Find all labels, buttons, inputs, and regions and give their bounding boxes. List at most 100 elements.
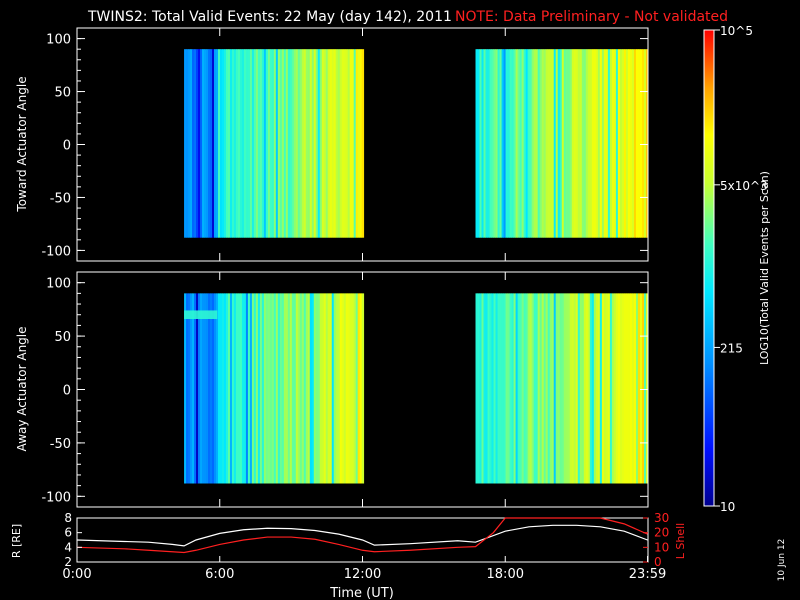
toward-cell <box>527 49 531 238</box>
away-cell <box>583 293 587 484</box>
away-cell <box>589 293 593 484</box>
away-cell <box>579 293 583 484</box>
toward-cell <box>341 49 345 238</box>
away-cell <box>355 293 359 484</box>
toward-cell <box>475 49 478 238</box>
away-cell <box>184 293 187 484</box>
away-ytick-label: 100 <box>46 277 71 292</box>
away-cell <box>200 293 203 484</box>
toward-cell <box>563 49 567 238</box>
away-cell <box>235 293 239 484</box>
away-cell <box>233 293 237 484</box>
away-cell <box>321 293 325 484</box>
toward-cell <box>206 49 209 238</box>
toward-cell <box>545 49 549 238</box>
toward-cell <box>619 49 623 238</box>
away-cell <box>541 293 545 484</box>
toward-cell <box>493 49 496 238</box>
toward-cell <box>335 49 339 238</box>
toward-cell <box>521 49 525 238</box>
away-cell <box>359 293 363 484</box>
away-cell <box>349 293 353 484</box>
toward-cell <box>295 49 299 238</box>
away-cell <box>361 293 365 484</box>
away-cell <box>475 293 478 484</box>
toward-cell <box>345 49 349 238</box>
x-tick-label: 23:59 <box>629 567 666 582</box>
away-cell <box>537 293 541 484</box>
away-cell <box>575 293 579 484</box>
away-cell <box>273 293 277 484</box>
away-cell <box>293 293 297 484</box>
away-cell <box>186 293 189 484</box>
away-cell <box>551 293 555 484</box>
toward-cell <box>333 49 337 238</box>
toward-cell <box>202 49 205 238</box>
toward-ytick-label: -100 <box>41 244 71 259</box>
toward-cell <box>501 49 504 238</box>
away-cell <box>241 293 245 484</box>
toward-cell <box>611 49 615 238</box>
away-cell <box>545 293 549 484</box>
away-panel: 100 50 0 -50 -100 Away Actuator Angle <box>15 271 649 508</box>
away-cell <box>351 293 355 484</box>
toward-cell <box>289 49 293 238</box>
toward-cell <box>221 49 225 238</box>
away-cell <box>303 293 307 484</box>
toward-cell <box>235 49 239 238</box>
away-cell <box>645 293 649 484</box>
away-cell <box>281 293 285 484</box>
toward-cell <box>615 49 619 238</box>
away-cell <box>343 293 347 484</box>
away-cell <box>629 293 633 484</box>
away-cell <box>573 293 577 484</box>
toward-cell <box>541 49 545 238</box>
away-cell <box>627 293 631 484</box>
toward-cell <box>477 49 480 238</box>
away-cell <box>533 293 537 484</box>
toward-cell <box>217 49 221 238</box>
away-cell <box>299 293 303 484</box>
toward-cell <box>255 49 259 238</box>
away-cell <box>277 293 281 484</box>
away-cell <box>585 293 589 484</box>
away-cell <box>591 293 595 484</box>
toward-cell <box>603 49 607 238</box>
toward-cell <box>631 49 635 238</box>
toward-cell <box>339 49 343 238</box>
toward-cell <box>623 49 627 238</box>
away-cell <box>323 293 327 484</box>
toward-cell <box>249 49 253 238</box>
away-cell <box>635 293 639 484</box>
toward-cell <box>489 49 492 238</box>
away-cell <box>225 293 229 484</box>
toward-cell <box>583 49 587 238</box>
toward-cell <box>303 49 307 238</box>
away-cell <box>571 293 575 484</box>
away-cell <box>611 293 615 484</box>
toward-cell <box>196 49 199 238</box>
toward-cell <box>609 49 613 238</box>
away-cell <box>317 293 321 484</box>
away-cell <box>557 293 561 484</box>
away-cell <box>525 293 529 484</box>
x-tick-label: 18:00 <box>487 567 524 582</box>
toward-cell <box>641 49 645 238</box>
toward-cell <box>511 49 515 238</box>
toward-cell <box>188 49 191 238</box>
toward-cell <box>309 49 313 238</box>
toward-cell <box>491 49 494 238</box>
away-cell <box>257 293 261 484</box>
away-cell <box>204 293 207 484</box>
toward-cell <box>271 49 275 238</box>
toward-cell <box>487 49 490 238</box>
away-cell <box>499 293 502 484</box>
away-cell <box>485 293 488 484</box>
away-cell <box>501 293 504 484</box>
toward-cell <box>597 49 601 238</box>
away-cell <box>263 293 267 484</box>
toward-cell <box>575 49 579 238</box>
away-cell <box>523 293 527 484</box>
